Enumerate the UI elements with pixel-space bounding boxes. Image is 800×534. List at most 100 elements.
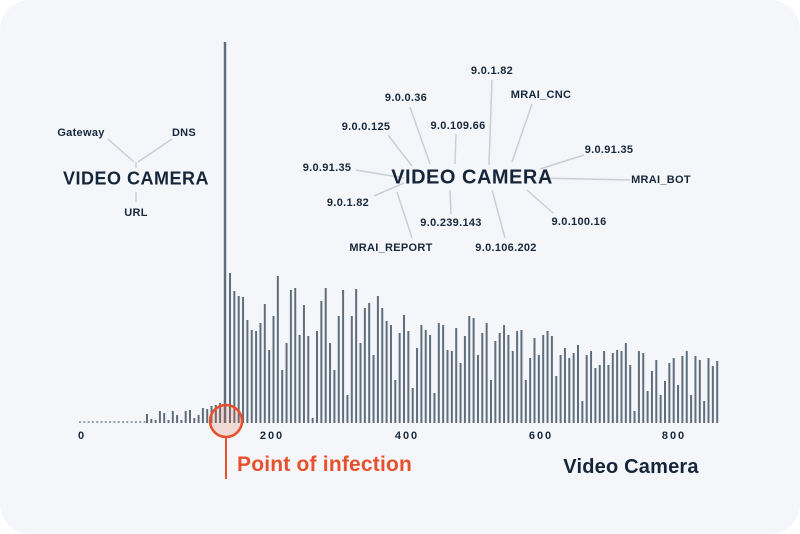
traffic-bar xyxy=(302,305,305,423)
traffic-bar xyxy=(350,316,353,423)
traffic-bar xyxy=(503,325,506,423)
traffic-bar xyxy=(716,361,719,423)
chart-title: Video Camera xyxy=(563,456,699,478)
traffic-bar xyxy=(577,345,579,423)
network-node-label: 9.0.109.66 xyxy=(430,120,486,132)
pre-infection-bar xyxy=(197,415,200,423)
traffic-bar xyxy=(429,335,432,423)
traffic-bar xyxy=(711,366,714,423)
network-node-label: 9.0.1.82 xyxy=(326,197,370,209)
infection-marker-circle xyxy=(208,403,244,439)
traffic-bar xyxy=(246,320,249,423)
traffic-bar xyxy=(359,343,362,423)
network-node-label: 9.0.0.125 xyxy=(341,121,391,133)
traffic-bar xyxy=(664,381,666,423)
traffic-bar xyxy=(594,368,597,423)
device-node-label-clean: VIDEO CAMERA xyxy=(62,168,210,189)
traffic-bar xyxy=(476,355,479,423)
traffic-bar xyxy=(455,328,458,423)
traffic-bar xyxy=(294,288,297,423)
traffic-bar xyxy=(555,376,558,423)
baseline-dot xyxy=(109,421,112,423)
network-node-label: 9.0.106.202 xyxy=(475,242,537,254)
network-node-label: URL xyxy=(124,207,148,219)
baseline-dot xyxy=(139,421,142,423)
traffic-bar xyxy=(394,380,397,423)
baseline-dot xyxy=(122,421,124,423)
traffic-bar xyxy=(698,360,701,423)
traffic-bar xyxy=(603,351,606,423)
traffic-bar xyxy=(646,391,649,423)
network-node-label: 9.0.239.143 xyxy=(420,217,482,229)
traffic-bar xyxy=(385,321,388,423)
traffic-bar xyxy=(237,296,240,423)
traffic-bar xyxy=(690,395,693,423)
traffic-bar xyxy=(416,348,419,423)
network-edge-line xyxy=(539,154,585,170)
traffic-bar xyxy=(685,351,688,423)
traffic-bar xyxy=(411,388,414,423)
traffic-bar xyxy=(659,395,662,423)
traffic-bar xyxy=(637,351,640,423)
network-edge-line xyxy=(488,79,493,166)
traffic-bar xyxy=(307,336,310,423)
network-node-label: MRAI_CNC xyxy=(510,89,572,101)
baseline-dot xyxy=(104,421,107,423)
traffic-bar xyxy=(276,276,279,423)
traffic-bar xyxy=(320,301,323,423)
traffic-bar xyxy=(598,365,601,423)
traffic-bar xyxy=(677,385,680,423)
network-edge-line xyxy=(409,106,431,165)
axis-tick-label: 600 xyxy=(528,430,554,442)
traffic-bar xyxy=(590,351,593,423)
pre-infection-bar xyxy=(189,410,191,423)
traffic-bar xyxy=(703,401,706,423)
traffic-bar xyxy=(629,365,632,423)
traffic-bar xyxy=(668,363,671,423)
traffic-bar xyxy=(424,330,427,423)
baseline-dot xyxy=(87,421,90,423)
traffic-bar xyxy=(368,303,371,423)
traffic-bar xyxy=(459,363,462,423)
pre-infection-bar xyxy=(180,420,183,423)
network-node-label: 9.0.1.82 xyxy=(470,65,514,77)
traffic-bar xyxy=(516,331,519,423)
traffic-bar xyxy=(437,323,440,423)
network-edge-line xyxy=(449,189,452,215)
pre-infection-bar xyxy=(206,409,209,423)
traffic-bar xyxy=(520,330,523,423)
axis-tick-label: 0 xyxy=(77,430,87,442)
baseline-dot xyxy=(113,421,116,423)
traffic-bar xyxy=(311,418,314,423)
baseline-dot xyxy=(100,421,103,423)
traffic-bar xyxy=(490,380,492,423)
traffic-bar xyxy=(289,290,292,423)
traffic-bar xyxy=(707,358,710,423)
traffic-bar xyxy=(433,393,436,423)
baseline-dot xyxy=(91,421,94,423)
baseline-dot xyxy=(117,421,120,423)
traffic-bar xyxy=(346,395,349,423)
traffic-bar xyxy=(333,370,336,423)
network-edge-line xyxy=(396,191,413,239)
axis-tick-label: 200 xyxy=(259,430,285,442)
network-edge-line xyxy=(387,134,413,167)
network-edge-line xyxy=(454,133,457,165)
traffic-bar xyxy=(568,358,571,423)
traffic-bar xyxy=(442,325,445,423)
traffic-bar xyxy=(533,338,536,423)
baseline-dot xyxy=(130,421,133,423)
pre-infection-bar xyxy=(193,418,196,423)
axis-tick-label: 400 xyxy=(394,430,420,442)
traffic-bar xyxy=(672,358,675,423)
pre-infection-bar xyxy=(171,411,174,423)
traffic-bar xyxy=(494,341,497,423)
traffic-bar xyxy=(268,350,271,423)
traffic-bar xyxy=(446,350,449,423)
traffic-bar xyxy=(342,290,345,423)
network-node-label: MRAI_BOT xyxy=(631,174,691,186)
pre-infection-bar xyxy=(184,411,187,423)
network-node-label: 9.0.100.16 xyxy=(551,216,607,228)
traffic-bar xyxy=(616,350,619,423)
